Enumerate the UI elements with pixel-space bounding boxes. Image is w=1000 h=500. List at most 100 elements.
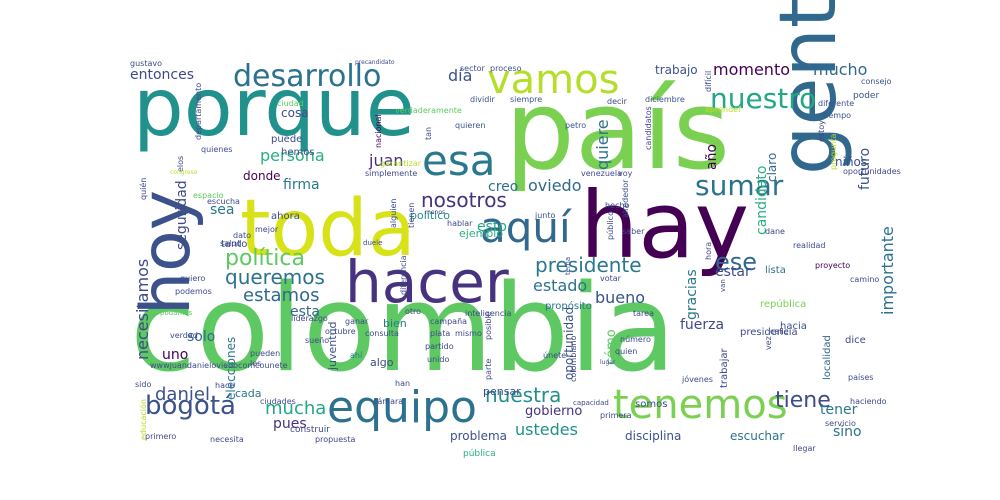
word: ciudades [260,397,296,406]
word: porque [133,61,415,154]
word: ganar [345,317,369,326]
word: niños [835,155,868,169]
word: dividir [470,95,495,104]
word: tan [424,126,433,140]
word: país [505,66,731,194]
word: ahora [271,211,300,222]
word: tanto [221,239,248,250]
word: esto [477,219,507,235]
word: firma [283,177,320,193]
word: hecho [605,201,630,210]
word: donde [243,169,281,183]
word: colombiano [569,335,578,382]
word: liderazgo [291,314,328,323]
word: sino [833,424,862,440]
word: sumar [695,169,784,202]
word: hablar [447,219,473,228]
word: sector [460,64,485,73]
word: creo [488,179,519,195]
word: primero [145,432,177,441]
word: les [250,359,262,368]
word: escucha [207,197,240,206]
word: petro [565,121,587,130]
word: saber [622,227,645,236]
word: algo [370,356,394,369]
word: octubre [325,327,356,336]
word: daniel [155,384,210,405]
word: propósito [545,301,592,312]
word: seguridad [174,180,190,250]
word: ejemplo [459,227,504,240]
word: partido [425,342,454,351]
word: mucho [813,60,868,79]
word: problema [450,429,508,443]
word: verdaderamente [395,106,462,115]
word: entonces [130,67,195,83]
word: estoy [817,120,826,142]
word: consejo [861,77,892,86]
word: proceso [490,64,522,73]
word: espacio [193,191,224,200]
word: gracias [684,269,700,320]
word: año [704,143,720,170]
word: ahí [350,351,363,360]
word: claro [765,152,779,182]
word: quienes [201,145,233,154]
word: vamos [487,57,620,103]
word: poder [853,91,880,101]
word: llegar [793,444,816,453]
word: wwwjuandanieloviedocomcounete [150,361,288,370]
word: toda [240,184,416,274]
word: hace [215,381,235,390]
word: momento [713,60,791,79]
word: oviedo [528,176,582,195]
word: otro [405,307,422,316]
word: congreso [170,169,198,176]
word: estar [715,264,751,280]
word: construir [290,425,330,435]
word: han [395,379,411,388]
word: tiempo [823,111,852,120]
word: bueno [595,288,646,307]
word: cámara [373,397,404,406]
word: quien [615,347,638,356]
word: pensar [483,385,521,398]
word: campaña [430,317,468,326]
word: simplemente [365,169,418,178]
word: hacia [780,321,807,332]
word: podamos [160,309,193,317]
word: alrededor [621,179,630,218]
word: realidad [793,241,826,250]
word: precandidato [355,59,395,66]
word: tiene [775,388,831,413]
word: importante [878,226,897,315]
word: servicio [825,419,856,428]
word: mismo [455,329,482,338]
word: duele [363,239,383,247]
word: salud [220,239,242,248]
word: parte [484,358,493,380]
word: somos [635,399,668,410]
word: jóvenes [682,375,713,384]
word: difícil [704,70,713,92]
word: tener [820,402,858,418]
word: nuestra [485,383,562,407]
word: tema [564,256,572,275]
word: república [760,299,807,310]
word: equipo [327,382,477,433]
word: alguien [389,198,398,229]
word: estamos [243,285,320,306]
word: nuestro [710,82,817,115]
word: trabajo [655,63,698,77]
word: votar [600,274,621,283]
word: tienen [407,202,416,228]
word: queremos [225,265,325,289]
word: educación [139,399,148,440]
word: primera [600,411,632,420]
word: diferente [818,99,855,108]
word: quiero [180,274,206,283]
word: nosotros [421,188,507,212]
word: venezuela [581,169,622,178]
word: proyecto [815,261,851,270]
